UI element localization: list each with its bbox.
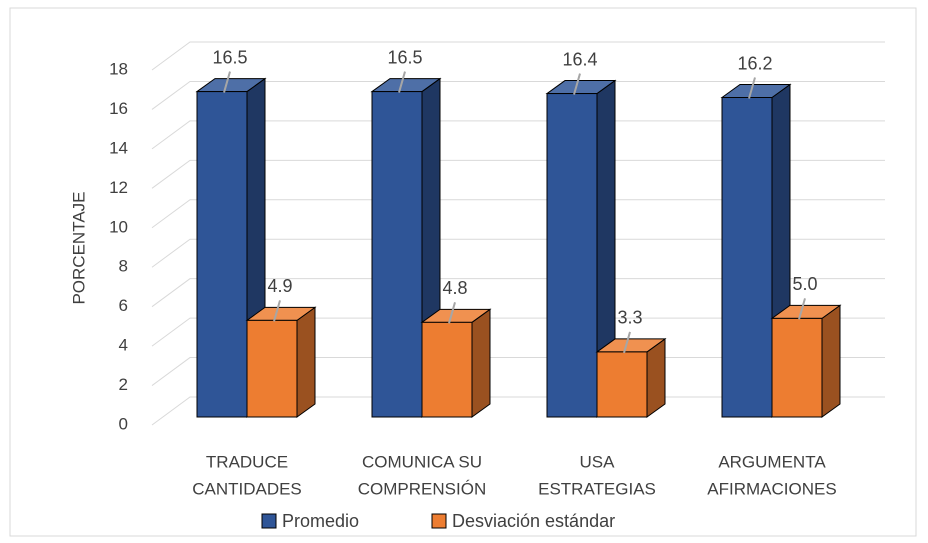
grid-line (151, 120, 885, 150)
x-tick-label: CANTIDADES (192, 479, 302, 498)
data-label: 16.2 (737, 53, 772, 73)
y-tick-label: 0 (119, 414, 128, 433)
x-tick-label: USA (580, 452, 616, 471)
grid-line (151, 41, 885, 71)
legend-label: Desviación estándar (452, 511, 615, 531)
legend-label: Promedio (282, 511, 359, 531)
leader-line (573, 73, 581, 95)
leader-line (398, 71, 406, 93)
bar (721, 97, 773, 418)
data-label: 4.8 (442, 278, 467, 298)
y-tick-label: 10 (109, 217, 128, 236)
x-tick-label: COMPRENSIÓN (358, 479, 486, 498)
grid-line (151, 317, 885, 347)
y-tick-label: 6 (119, 296, 128, 315)
y-tick-label: 14 (109, 138, 128, 157)
leader-line (448, 302, 456, 324)
bar-side (821, 304, 841, 418)
leader-line (798, 298, 806, 320)
legend-swatch (431, 513, 447, 529)
y-tick-label: 12 (109, 178, 128, 197)
grid-line (151, 199, 885, 229)
bar (771, 317, 823, 418)
bar-side (296, 306, 316, 418)
bar (421, 321, 473, 418)
y-tick-label: 16 (109, 99, 128, 118)
y-tick-label: 8 (119, 257, 128, 276)
bar (246, 319, 298, 418)
bar (196, 91, 248, 418)
bar-side (646, 337, 666, 418)
grid-line (151, 278, 885, 308)
y-tick-label: 4 (119, 336, 128, 355)
grid-line (151, 238, 885, 268)
grid-line (151, 80, 885, 110)
leader-line (748, 77, 756, 99)
leader-line (623, 331, 631, 354)
data-label: 16.5 (212, 47, 247, 67)
x-tick-label: COMUNICA SU (362, 452, 482, 471)
leader-line (223, 71, 231, 93)
x-tick-label: ARGUMENTA (718, 452, 826, 471)
bar (371, 91, 423, 418)
x-tick-label: AFIRMACIONES (707, 479, 836, 498)
data-label: 16.5 (387, 47, 422, 67)
data-label: 16.4 (562, 49, 597, 69)
grid-line (151, 159, 885, 189)
leader-line (273, 300, 281, 322)
x-tick-label: TRADUCE (206, 452, 288, 471)
bar (596, 351, 648, 418)
y-tick-label: 18 (109, 59, 128, 78)
y-axis-title: PORCENTAJE (69, 191, 88, 304)
bar-side (471, 308, 491, 418)
x-tick-label: ESTRATEGIAS (538, 479, 656, 498)
data-label: 3.3 (617, 308, 642, 328)
data-label: 5.0 (792, 274, 817, 294)
bar (546, 93, 598, 418)
legend-swatch (261, 513, 277, 529)
y-tick-label: 2 (119, 375, 128, 394)
data-label: 4.9 (267, 276, 292, 296)
